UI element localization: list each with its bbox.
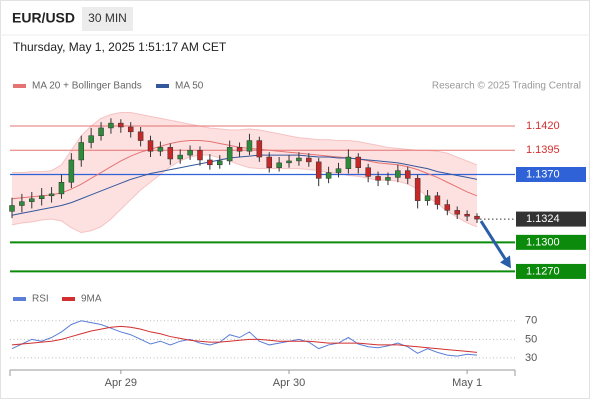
chart-title: EUR/USD (12, 10, 75, 26)
candle-body (217, 160, 223, 166)
candle-body (207, 159, 213, 166)
candle-body (29, 198, 35, 202)
moving-average (11, 140, 478, 200)
candle-body (266, 156, 272, 168)
candle-body (98, 127, 104, 136)
candle-body (424, 195, 431, 201)
candle-body (118, 122, 124, 128)
candle-body (444, 204, 451, 211)
level-label-box (516, 166, 586, 182)
x-tick-label: May 1 (452, 377, 482, 389)
candle-body (147, 140, 154, 152)
candle-body (414, 178, 421, 201)
level-label: 1.1300 (526, 236, 560, 248)
moving-average (11, 154, 478, 216)
projection-arrow (479, 220, 510, 265)
candle-body (157, 147, 164, 152)
legend-swatch (62, 297, 75, 301)
level-label-box (516, 263, 586, 279)
candle-body (296, 157, 302, 162)
source: Research © 2025 Trading Central (432, 81, 581, 92)
candle-body (474, 215, 480, 220)
candle-body (325, 172, 332, 179)
level-label: 1.1324 (526, 213, 560, 225)
legend-swatch (156, 84, 169, 88)
candle-body (454, 210, 460, 215)
candle-body (137, 131, 144, 141)
candle-body (306, 157, 312, 163)
candle-body (68, 159, 75, 183)
candle-body (246, 140, 253, 152)
level-label: 1.1420 (526, 120, 560, 132)
candle-body (187, 150, 193, 156)
legend-label: MA 50 (175, 81, 204, 92)
rsi-tick-label: 30 (525, 352, 537, 364)
rsi-tick-label: 50 (525, 333, 537, 345)
level-label: 1.1395 (526, 144, 560, 156)
candle-body (226, 147, 233, 162)
legend-label: RSI (32, 294, 49, 305)
legend-label: 9MA (81, 294, 102, 305)
rsi-tick-label: 70 (525, 315, 537, 327)
x-tick-label: Apr 29 (105, 377, 137, 389)
level-label: 1.1370 (526, 168, 560, 180)
rsi-line (11, 325, 478, 353)
candle-body (434, 195, 441, 205)
candle-body (167, 147, 174, 160)
projection-arrowhead (500, 255, 511, 269)
candle-body (375, 176, 381, 181)
candle-body (88, 135, 94, 143)
candle-body (78, 142, 85, 161)
subtitle: Thursday, May 1, 2025 1:51:17 AM CET (13, 40, 227, 54)
candle-body (38, 195, 45, 199)
level-label-box (516, 211, 586, 227)
legend-swatch (13, 297, 26, 301)
candle-body (197, 150, 203, 161)
candle-body (48, 193, 55, 197)
candle-body (236, 147, 243, 152)
legend-label: MA 20 + Bollinger Bands (32, 81, 142, 92)
candle-body (315, 161, 322, 179)
candle-body (385, 177, 391, 181)
rsi-line (11, 320, 478, 357)
timeframe-box (82, 7, 133, 31)
x-tick-label: Apr 30 (273, 377, 305, 389)
candle-body (345, 156, 352, 169)
candle-body (395, 170, 401, 178)
candle-body (355, 156, 362, 168)
candle-body (108, 122, 114, 129)
candle-body (9, 205, 15, 212)
candle-body (177, 154, 183, 160)
band-edge (12, 111, 478, 174)
band-edge (11, 154, 478, 234)
legend-swatch (13, 84, 26, 88)
candle-body (365, 167, 371, 177)
bollinger-band (12, 112, 477, 233)
candle-body (19, 201, 25, 206)
level-label: 1.1270 (526, 265, 560, 277)
candle-body (256, 140, 263, 158)
level-label-box (516, 234, 586, 250)
candle-body (127, 126, 134, 133)
timeframe: 30 MIN (88, 11, 127, 25)
candle-body (276, 162, 282, 168)
candle-body (58, 181, 65, 195)
candle-body (464, 213, 470, 217)
candle-body (286, 160, 292, 164)
candle-body (335, 168, 342, 173)
candle-body (404, 170, 411, 179)
